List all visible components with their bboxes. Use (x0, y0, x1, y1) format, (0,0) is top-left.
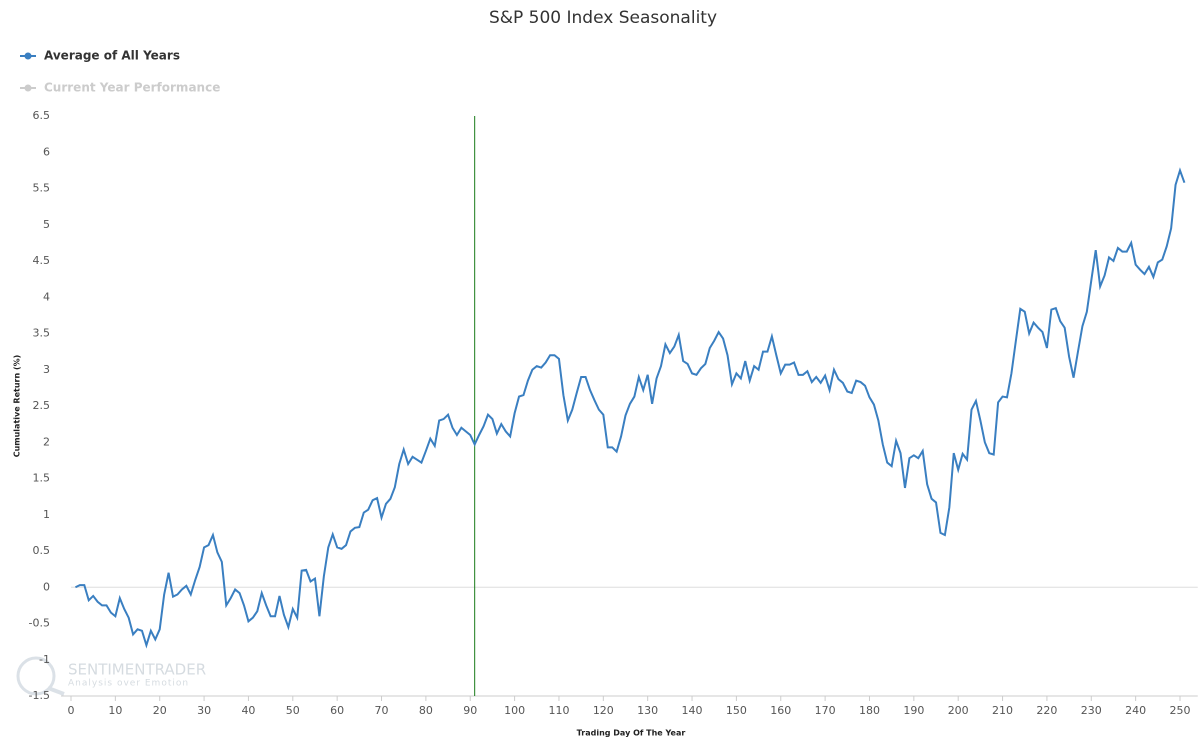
y-tick-label: 3.5 (33, 327, 51, 340)
y-tick-label: 3 (43, 363, 50, 376)
watermark-brand: SENTIMENTRADER (68, 661, 206, 679)
x-tick-label: 190 (903, 704, 924, 717)
x-tick-label: 100 (504, 704, 525, 717)
y-tick-label: 2.5 (33, 399, 51, 412)
x-tick-label: 10 (108, 704, 122, 717)
x-tick-label: 220 (1036, 704, 1057, 717)
watermark-tagline: Analysis over Emotion (68, 679, 189, 689)
x-tick-label: 210 (992, 704, 1013, 717)
x-tick-label: 70 (375, 704, 389, 717)
y-tick-label: -0.5 (29, 617, 50, 630)
legend-symbol[interactable] (24, 84, 32, 92)
x-tick-label: 80 (419, 704, 433, 717)
x-tick-label: 180 (859, 704, 880, 717)
watermark: SENTIMENTRADER Analysis over Emotion (16, 656, 206, 696)
y-tick-label: 4.5 (33, 254, 51, 267)
y-tick-label: 6 (43, 145, 50, 158)
chart-title: S&P 500 Index Seasonality (489, 8, 717, 28)
y-tick-label: 0 (43, 580, 50, 593)
legend-label[interactable]: Average of All Years (44, 49, 180, 63)
x-tick-label: 230 (1081, 704, 1102, 717)
x-tick-label: 200 (948, 704, 969, 717)
watermark-logo (16, 656, 56, 696)
watermark-logo (47, 686, 65, 696)
x-tick-label: 20 (153, 704, 167, 717)
y-tick-label: 1 (43, 508, 50, 521)
y-tick-label: 5.5 (33, 182, 51, 195)
x-tick-label: 250 (1170, 704, 1191, 717)
series-line (75, 167, 1186, 649)
y-tick-label: 1.5 (33, 472, 51, 485)
legend-label[interactable]: Current Year Performance (44, 81, 220, 95)
x-tick-label: 160 (770, 704, 791, 717)
x-tick-label: 150 (726, 704, 747, 717)
x-tick-label: 90 (463, 704, 477, 717)
x-tick-label: 50 (286, 704, 300, 717)
x-tick-label: 130 (637, 704, 658, 717)
x-tick-label: 110 (548, 704, 569, 717)
x-tick-label: 140 (682, 704, 703, 717)
y-tick-label: 0.5 (33, 544, 51, 557)
x-tick-label: 120 (593, 704, 614, 717)
x-tick-label: 0 (68, 704, 75, 717)
y-tick-label: 5 (43, 218, 50, 231)
y-tick-label: 4 (43, 290, 50, 303)
x-tick-label: 60 (330, 704, 344, 717)
y-tick-label: -1 (39, 653, 50, 666)
y-tick-label: -1.5 (29, 689, 50, 702)
y-tick-label: 2 (43, 435, 50, 448)
x-tick-label: 40 (241, 704, 255, 717)
y-axis-title: Cumulative Return (%) (13, 355, 22, 458)
legend-symbol[interactable] (24, 52, 32, 60)
x-axis-title: Trading Day Of The Year (577, 729, 686, 738)
x-tick-label: 240 (1125, 704, 1146, 717)
x-tick-label: 30 (197, 704, 211, 717)
y-tick-label: 6.5 (33, 109, 51, 122)
x-tick-label: 170 (815, 704, 836, 717)
